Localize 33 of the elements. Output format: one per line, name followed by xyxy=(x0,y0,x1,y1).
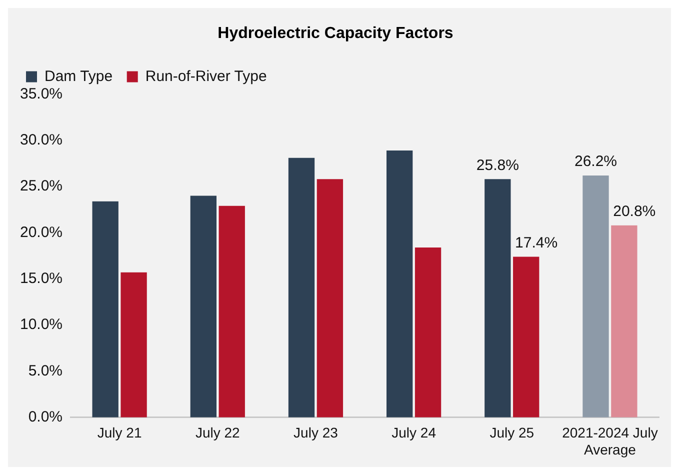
y-tick-label: 10.0% xyxy=(20,316,63,334)
bar xyxy=(288,158,315,418)
legend-label: Run-of-River Type xyxy=(145,68,267,85)
y-tick-label: 15.0% xyxy=(20,270,63,288)
bar xyxy=(316,179,344,418)
x-tick-label: July 24 xyxy=(392,424,436,441)
bar xyxy=(513,256,540,418)
bar xyxy=(414,247,442,418)
x-tick-label: July 21 xyxy=(97,424,142,441)
chart-title: Hydroelectric Capacity Factors xyxy=(218,25,454,42)
bar xyxy=(190,196,217,418)
legend-label: Dam Type xyxy=(44,68,113,85)
bar xyxy=(582,175,609,418)
x-tick-label: July 25 xyxy=(490,424,534,441)
bar xyxy=(484,179,511,418)
bar xyxy=(120,272,147,418)
bar xyxy=(218,206,245,418)
data-label: 25.8% xyxy=(476,156,519,174)
x-tick-label: July 22 xyxy=(195,424,240,441)
y-tick-label: 0.0% xyxy=(28,408,63,426)
y-tick-label: 30.0% xyxy=(20,132,63,149)
bar xyxy=(386,150,413,418)
bar xyxy=(92,201,118,418)
x-tick-label: July 23 xyxy=(294,424,338,441)
x-tick-label: 2021-2024 July Average xyxy=(562,424,658,458)
y-tick-label: 25.0% xyxy=(20,178,63,195)
y-tick-label: 20.0% xyxy=(20,224,63,241)
y-tick-label: 35.0% xyxy=(20,85,63,102)
bar xyxy=(611,225,638,418)
data-label: 26.2% xyxy=(574,153,618,170)
data-label: 17.4% xyxy=(515,234,558,252)
data-label: 20.8% xyxy=(613,202,656,220)
y-tick-label: 5.0% xyxy=(28,362,63,380)
